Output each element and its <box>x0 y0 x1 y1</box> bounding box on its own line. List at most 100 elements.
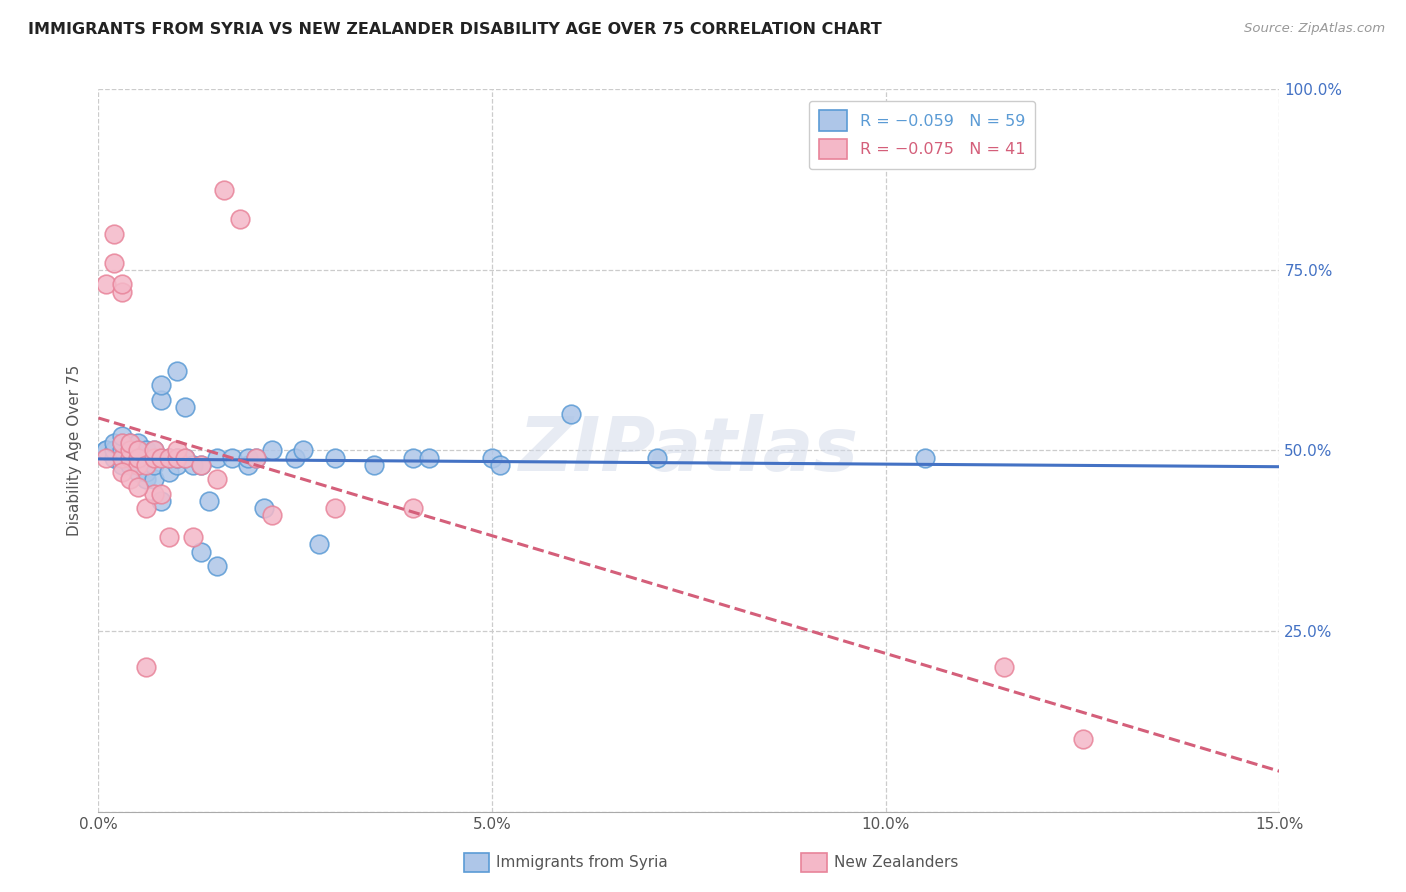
Point <box>481 450 503 465</box>
Point <box>1071 732 1094 747</box>
Point <box>135 501 157 516</box>
Point <box>150 450 173 465</box>
Point <box>253 501 276 516</box>
Point <box>111 465 134 479</box>
Point <box>197 494 219 508</box>
Point <box>181 530 204 544</box>
Point <box>402 450 425 465</box>
Point <box>308 537 330 551</box>
Point <box>190 544 212 558</box>
Point <box>157 450 180 465</box>
Point <box>166 450 188 465</box>
Point <box>142 472 165 486</box>
Point <box>111 436 134 450</box>
Point <box>402 501 425 516</box>
Point <box>135 450 157 465</box>
Point <box>418 450 440 465</box>
Text: Immigrants from Syria: Immigrants from Syria <box>496 855 668 870</box>
Point <box>103 450 125 465</box>
Point <box>190 458 212 472</box>
Point <box>118 436 141 450</box>
Point <box>127 436 149 450</box>
Point <box>103 227 125 241</box>
Point <box>96 443 118 458</box>
Point <box>166 364 188 378</box>
Point <box>103 436 125 450</box>
Point <box>111 450 134 465</box>
Point <box>174 400 197 414</box>
Point <box>127 458 149 472</box>
Point <box>111 450 134 465</box>
Point <box>127 443 149 458</box>
Point <box>150 392 173 407</box>
Point <box>363 458 385 472</box>
Point <box>103 443 125 458</box>
Point <box>111 443 134 458</box>
Point <box>190 458 212 472</box>
Y-axis label: Disability Age Over 75: Disability Age Over 75 <box>67 365 83 536</box>
Point <box>142 443 165 458</box>
Point <box>214 183 236 197</box>
Point <box>118 450 141 465</box>
Point <box>489 458 512 472</box>
Point <box>135 472 157 486</box>
Point <box>135 458 157 472</box>
Point <box>205 472 228 486</box>
Text: ZIPatlas: ZIPatlas <box>519 414 859 487</box>
Point <box>127 480 149 494</box>
Point <box>323 450 346 465</box>
Point <box>150 487 173 501</box>
Point <box>127 465 149 479</box>
Point <box>236 450 259 465</box>
Point <box>205 559 228 574</box>
Point <box>221 450 243 465</box>
Point <box>127 450 149 465</box>
Point <box>118 450 141 465</box>
Point <box>118 436 141 450</box>
Point <box>96 277 118 292</box>
Legend: R = −0.059   N = 59, R = −0.075   N = 41: R = −0.059 N = 59, R = −0.075 N = 41 <box>808 101 1035 169</box>
Point <box>103 255 125 269</box>
Point <box>323 501 346 516</box>
Point <box>260 443 283 458</box>
Point <box>150 378 173 392</box>
Point <box>284 450 307 465</box>
Point <box>150 494 173 508</box>
Point <box>96 443 118 458</box>
Point <box>127 443 149 458</box>
Point <box>135 465 157 479</box>
Point <box>236 458 259 472</box>
Point <box>135 443 157 458</box>
Point <box>260 508 283 523</box>
Point <box>245 450 267 465</box>
Point <box>166 458 188 472</box>
Point <box>560 407 582 421</box>
Text: Source: ZipAtlas.com: Source: ZipAtlas.com <box>1244 22 1385 36</box>
Point <box>166 450 188 465</box>
Point <box>647 450 669 465</box>
Point <box>118 472 141 486</box>
Point <box>245 450 267 465</box>
Point <box>292 443 315 458</box>
Text: New Zealanders: New Zealanders <box>834 855 957 870</box>
Point <box>914 450 936 465</box>
Point <box>157 450 180 465</box>
Point <box>181 458 204 472</box>
Point <box>118 458 141 472</box>
Point <box>111 429 134 443</box>
Point <box>118 443 141 458</box>
Point <box>157 530 180 544</box>
Point <box>166 443 188 458</box>
Point <box>174 450 197 465</box>
Point <box>142 450 165 465</box>
Point <box>993 660 1015 674</box>
Point <box>118 443 141 458</box>
Point <box>174 450 197 465</box>
Point <box>111 458 134 472</box>
Point <box>135 660 157 674</box>
Point <box>157 465 180 479</box>
Point <box>142 443 165 458</box>
Point <box>96 450 118 465</box>
Point <box>205 450 228 465</box>
Point <box>111 277 134 292</box>
